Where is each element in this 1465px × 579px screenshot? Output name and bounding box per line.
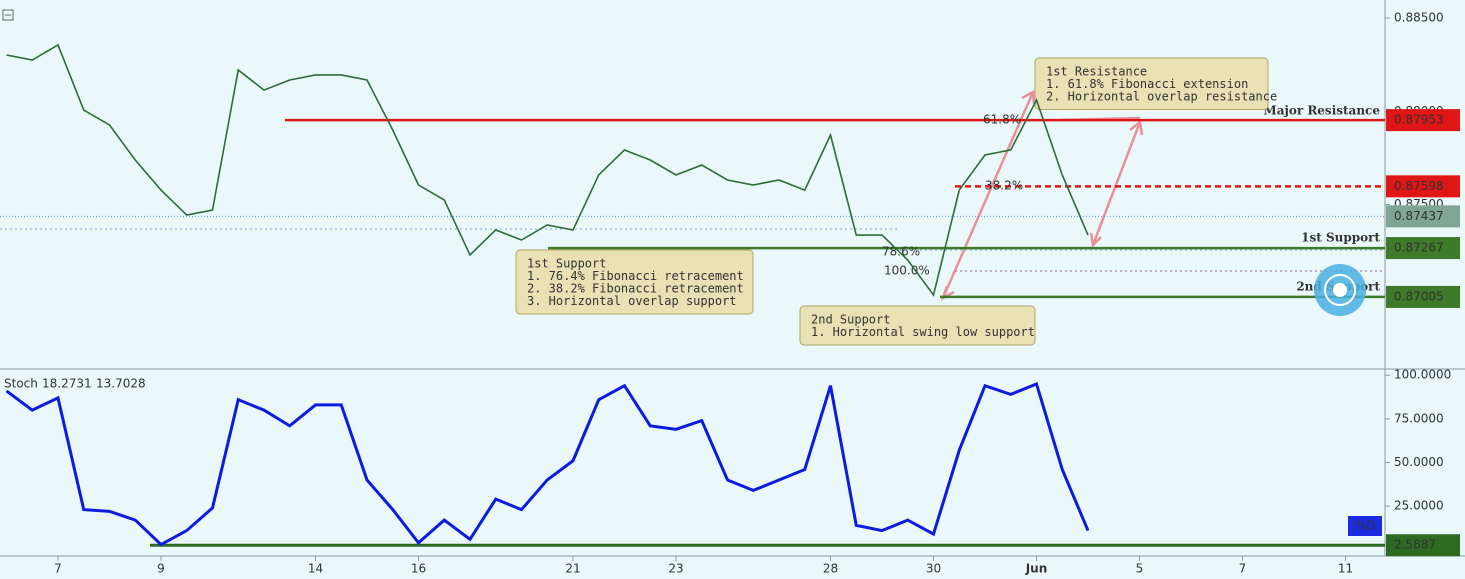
legend-box: [1348, 516, 1382, 536]
target-icon-ring: [1324, 274, 1356, 306]
stoch-name: Stoch: [4, 377, 38, 391]
level-label: Major Resistance: [1263, 104, 1380, 118]
annotation-text: 1. 61.8% Fibonacci extension: [1046, 77, 1248, 91]
x-tick-label: 14: [308, 562, 323, 576]
x-tick-label: 21: [565, 562, 580, 576]
x-tick-label: Jun: [1025, 562, 1048, 576]
price-label-box: [1386, 285, 1460, 308]
x-tick-label: 28: [823, 562, 838, 576]
x-tick-label: 11: [1338, 562, 1353, 576]
x-tick-label: 7: [1239, 562, 1247, 576]
x-tick-label: 30: [926, 562, 941, 576]
price-label: 0.87005: [1394, 289, 1444, 303]
annotation-text: 1st Support: [527, 257, 606, 271]
annotation-text: 1st Resistance: [1046, 65, 1147, 79]
annotation-text: 2. 38.2% Fibonacci retracement: [527, 282, 744, 296]
fib-label: 61.8%: [983, 113, 1021, 127]
stoch-level-label: 2.5887: [1394, 538, 1436, 552]
fib-label: 78.6%: [882, 245, 920, 259]
level-label: 1st Support: [1301, 231, 1380, 245]
price-line: [6, 43, 1089, 297]
price-label-box: [1386, 175, 1460, 198]
x-tick-label: 23: [668, 562, 683, 576]
price-label: 0.87953: [1394, 113, 1444, 127]
price-label: 0.87598: [1394, 179, 1444, 193]
stoch-line: [5, 381, 1090, 547]
annotation-text: 2. Horizontal overlap resistance: [1046, 90, 1277, 104]
price-label-box: [1386, 109, 1460, 132]
fib-label: 38.2%: [985, 179, 1023, 193]
stoch-header-value: 13.7028: [96, 377, 146, 391]
legend-label: %D: [1355, 519, 1376, 533]
annotation-text: 2nd Support: [811, 313, 890, 327]
annotation-box: [515, 249, 754, 315]
x-tick-label: 7: [54, 562, 62, 576]
x-tick-label: 5: [1136, 562, 1144, 576]
arrows: [940, 89, 1144, 301]
annotation-text: 1. Horizontal swing low support: [811, 325, 1035, 339]
y-tick-label: 25.0000: [1394, 499, 1444, 513]
price-label: 0.87267: [1394, 241, 1444, 255]
x-tick-label: 9: [157, 562, 165, 576]
price-label-box: [1386, 237, 1460, 260]
price-label: 0.87437: [1394, 209, 1444, 223]
y-tick-label: 50.0000: [1394, 455, 1444, 469]
annotation-box: [799, 305, 1036, 346]
stoch-level-box: [1386, 534, 1460, 557]
y-tick-label: 75.0000: [1394, 411, 1444, 425]
target-icon-dot: [1333, 283, 1347, 297]
annotation-text: 3. Horizontal overlap support: [527, 294, 737, 308]
fib-label: 100.0%: [884, 264, 930, 278]
stoch-header-value: 18.2731: [42, 377, 92, 391]
annotation-box: [1034, 57, 1269, 110]
collapse-icon[interactable]: [2, 9, 14, 21]
x-tick-label: 16: [411, 562, 426, 576]
annotation-text: 1. 76.4% Fibonacci retracement: [527, 269, 744, 283]
y-tick-label: 100.0000: [1394, 368, 1451, 382]
price-label-box: [1386, 205, 1460, 228]
y-tick-label: 0.88500: [1394, 11, 1444, 25]
